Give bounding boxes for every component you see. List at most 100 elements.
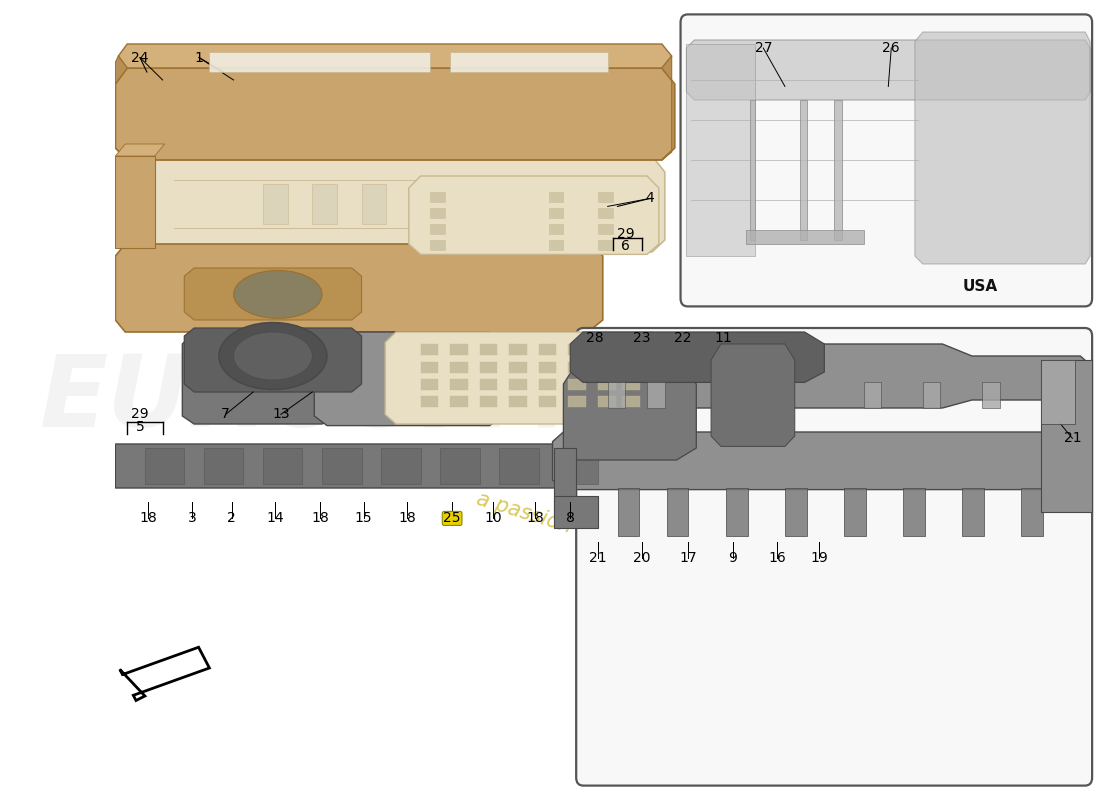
Text: 18: 18: [398, 511, 416, 526]
Polygon shape: [233, 332, 312, 380]
Polygon shape: [420, 344, 438, 355]
Polygon shape: [116, 444, 662, 488]
FancyBboxPatch shape: [442, 511, 462, 526]
Polygon shape: [477, 336, 664, 418]
Polygon shape: [480, 379, 497, 390]
Polygon shape: [234, 270, 322, 318]
Polygon shape: [623, 396, 640, 407]
Polygon shape: [549, 240, 563, 250]
Polygon shape: [539, 379, 557, 390]
Polygon shape: [450, 396, 468, 407]
Polygon shape: [1021, 488, 1043, 536]
Polygon shape: [597, 240, 613, 250]
Polygon shape: [923, 382, 940, 408]
Polygon shape: [209, 52, 430, 72]
Polygon shape: [509, 362, 527, 373]
Text: 1: 1: [195, 50, 204, 65]
Polygon shape: [185, 328, 362, 392]
Polygon shape: [569, 379, 586, 390]
Polygon shape: [315, 332, 504, 426]
Polygon shape: [185, 268, 362, 320]
Text: 20: 20: [634, 550, 651, 565]
Polygon shape: [686, 40, 1090, 100]
Text: 6: 6: [621, 239, 630, 254]
Polygon shape: [711, 344, 795, 446]
Polygon shape: [420, 379, 438, 390]
Polygon shape: [552, 432, 1092, 490]
Polygon shape: [834, 100, 842, 240]
Polygon shape: [903, 488, 925, 536]
Polygon shape: [450, 362, 468, 373]
Text: 9: 9: [728, 550, 737, 565]
Text: 10: 10: [485, 511, 503, 526]
Text: 19: 19: [811, 550, 828, 565]
Polygon shape: [686, 44, 756, 256]
Polygon shape: [597, 208, 613, 218]
Polygon shape: [509, 344, 527, 355]
Polygon shape: [569, 396, 586, 407]
Polygon shape: [539, 396, 557, 407]
Text: 23: 23: [634, 330, 651, 345]
Polygon shape: [597, 224, 613, 234]
Text: 2: 2: [228, 511, 235, 526]
Text: 18: 18: [311, 511, 329, 526]
Polygon shape: [480, 344, 497, 355]
Text: a passion for parts since 1985: a passion for parts since 1985: [474, 488, 781, 600]
Polygon shape: [844, 488, 866, 536]
Polygon shape: [420, 362, 438, 373]
Polygon shape: [597, 396, 616, 407]
Polygon shape: [409, 176, 659, 254]
Polygon shape: [263, 448, 302, 484]
Polygon shape: [420, 396, 438, 407]
Polygon shape: [539, 344, 557, 355]
Polygon shape: [120, 647, 209, 701]
Polygon shape: [597, 344, 616, 355]
Text: EUROSPARES: EUROSPARES: [40, 351, 782, 449]
Polygon shape: [450, 344, 468, 355]
Polygon shape: [570, 332, 824, 382]
Polygon shape: [450, 379, 468, 390]
Polygon shape: [1041, 360, 1092, 512]
Text: 29: 29: [131, 407, 149, 422]
Polygon shape: [750, 100, 756, 240]
Polygon shape: [116, 156, 155, 248]
Polygon shape: [563, 364, 696, 460]
Polygon shape: [116, 56, 128, 84]
Text: 14: 14: [266, 511, 284, 526]
Polygon shape: [549, 208, 563, 218]
Polygon shape: [116, 68, 674, 160]
Polygon shape: [204, 448, 243, 484]
Polygon shape: [623, 344, 640, 355]
Polygon shape: [385, 332, 662, 424]
Polygon shape: [410, 184, 436, 224]
Polygon shape: [440, 448, 480, 484]
Polygon shape: [460, 184, 485, 224]
Polygon shape: [597, 362, 616, 373]
Polygon shape: [509, 396, 527, 407]
Polygon shape: [183, 332, 337, 424]
Polygon shape: [499, 448, 539, 484]
Text: 16: 16: [768, 550, 785, 565]
Polygon shape: [617, 488, 639, 536]
Polygon shape: [746, 230, 864, 244]
Text: USA: USA: [962, 279, 998, 294]
Polygon shape: [597, 379, 616, 390]
Text: 11: 11: [714, 330, 732, 345]
Polygon shape: [800, 100, 806, 240]
Polygon shape: [569, 344, 586, 355]
Polygon shape: [962, 488, 983, 536]
Polygon shape: [362, 184, 386, 224]
Text: 5: 5: [135, 420, 144, 434]
FancyBboxPatch shape: [576, 328, 1092, 786]
Polygon shape: [219, 322, 327, 390]
Polygon shape: [553, 448, 576, 520]
Polygon shape: [553, 496, 597, 528]
Polygon shape: [549, 192, 563, 202]
Polygon shape: [576, 344, 1092, 408]
Polygon shape: [539, 362, 557, 373]
Polygon shape: [597, 192, 613, 202]
FancyBboxPatch shape: [681, 14, 1092, 306]
Polygon shape: [116, 144, 165, 156]
Text: 28: 28: [586, 330, 604, 345]
Polygon shape: [623, 379, 640, 390]
